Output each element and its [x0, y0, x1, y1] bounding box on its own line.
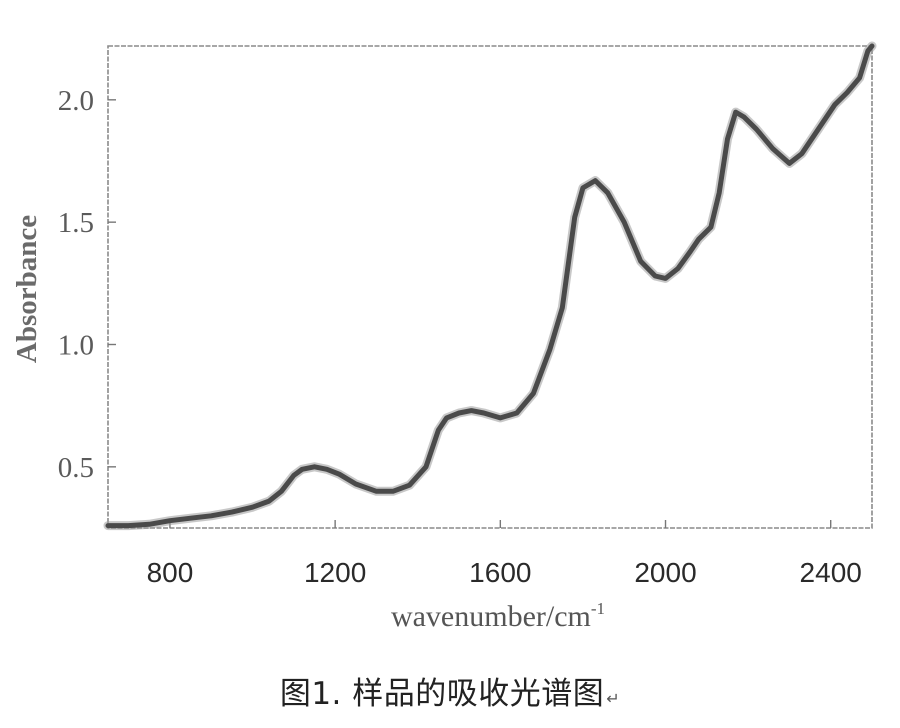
caption-text: 图1. 样品的吸收光谱图 [279, 676, 605, 712]
x-tick-label: 1600 [469, 557, 531, 588]
labels-layer: 0.5 1.0 1.5 2.0 800 1200 1600 2000 2400 Absorbanc… [11, 85, 862, 633]
y-tick-label: 2.0 [58, 85, 94, 117]
x-axis-title: wavenumber/cm-1 [391, 599, 605, 633]
return-mark-icon: ↵ [606, 689, 621, 708]
y-axis-title: Absorbance [11, 215, 43, 363]
x-tick-label: 2400 [800, 557, 862, 588]
axes-layer [107, 45, 873, 529]
figure-caption: 图1. 样品的吸收光谱图 ↵ [0, 668, 900, 713]
x-tick-label: 1200 [304, 557, 366, 588]
spectrum-band [103, 41, 877, 531]
spectrum-line [105, 43, 875, 529]
x-axis-title-text: wavenumber/cm [391, 600, 591, 633]
series-layer [103, 41, 877, 531]
y-tick-label: 1.5 [58, 207, 94, 239]
x-tick-label: 2000 [634, 557, 696, 588]
x-axis-title-superscript: -1 [591, 599, 605, 618]
y-tick-label: 0.5 [58, 452, 94, 484]
x-tick-label: 800 [147, 557, 194, 588]
plot-frame [107, 45, 873, 529]
y-tick-label: 1.0 [58, 329, 94, 361]
